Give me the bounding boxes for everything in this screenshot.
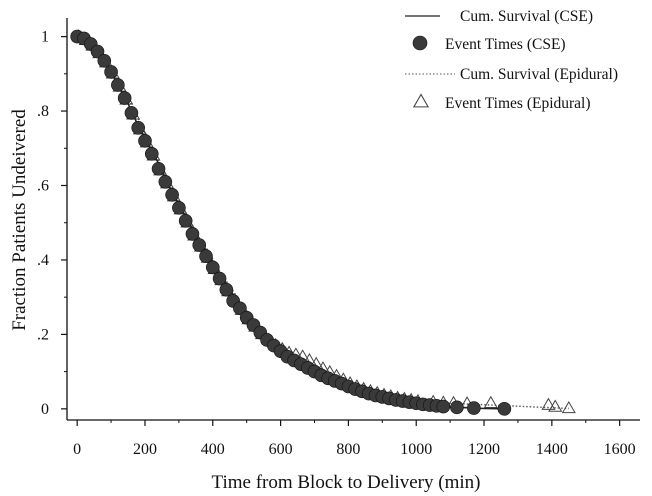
axes: 0 .2 .4 .6 .8 1 0 200 400 600 800 1000 1200 1400 1600 [37,18,640,458]
y-axis-label: Fraction Patients Undeivered [9,109,30,331]
cse-event-point [205,260,220,275]
cse-event-point [117,91,132,105]
cse-event-point [158,174,173,189]
epidural-event-point [541,397,556,410]
x-tick-label: 200 [133,441,157,458]
y-ticks: 0 .2 .4 .6 .8 1 [37,29,67,418]
series-line-cum-survival-epidural [76,35,569,410]
cse-event-point [97,54,112,68]
legend-label: Cum. Survival (CSE) [460,8,593,25]
cse-event-point [90,44,105,59]
epidural-event-point [561,400,576,414]
plot-marks [70,29,576,416]
epidural-event-point [483,395,498,408]
cse-event-point [233,301,247,316]
cse-event-point [192,238,207,252]
y-tick-label: 1 [41,29,49,46]
cse-event-point [199,249,213,264]
x-tick-label: 1000 [400,441,432,458]
cse-event-point [111,78,125,92]
x-tick-label: 400 [201,441,225,458]
cse-event-point [138,134,152,148]
x-axis-label: Time from Block to Delivery (min) [212,472,481,493]
cse-event-point [144,147,159,161]
legend-item-event-times-epidural: Event Times (Epidural) [412,93,591,112]
legend-label: Event Times (Epidural) [445,95,591,112]
x-tick-label: 1600 [604,441,636,458]
series-event-times-epidural [71,29,576,414]
x-tick-label: 0 [73,441,81,458]
cse-event-point [497,402,512,416]
cse-event-point [151,161,166,176]
y-tick-label: .8 [37,103,49,120]
x-tick-label: 600 [269,441,293,458]
cse-event-point [450,400,464,415]
cse-event-point [172,201,186,215]
x-tick-label: 1400 [536,441,568,458]
series-event-times-cse [70,29,512,416]
cse-event-point [219,282,234,297]
x-ticks: 0 200 400 600 800 1000 1200 1400 1600 [73,420,636,458]
y-tick-label: 0 [41,401,49,418]
cse-event-point [104,65,118,79]
legend-item-cum-survival-cse: Cum. Survival (CSE) [405,8,593,25]
legend-item-event-times-cse: Event Times (CSE) [412,35,566,53]
cse-event-point [185,227,200,241]
y-tick-label: .6 [37,178,49,195]
cse-event-point [212,271,227,286]
cse-event-point [436,399,451,414]
cse-event-point [124,106,139,120]
legend: Cum. Survival (CSE) Event Times (CSE) Cum.… [405,8,618,112]
epidural-event-point [548,399,563,412]
cse-event-point [165,188,179,202]
cse-event-point [467,401,481,415]
y-tick-label: .4 [37,252,49,269]
legend-item-cum-survival-epidural: Cum. Survival (Epidural) [405,66,618,83]
legend-triangle-icon [412,93,430,108]
legend-label: Event Times (CSE) [445,36,566,53]
x-tick-label: 1200 [468,441,500,458]
legend-label: Cum. Survival (Epidural) [460,66,618,83]
cse-event-point [178,214,193,228]
legend-circle-icon [412,35,428,51]
x-tick-label: 800 [336,441,360,458]
y-tick-label: .2 [37,326,49,343]
cse-event-point [131,121,146,135]
series-cum-survival-epidural [76,35,569,410]
